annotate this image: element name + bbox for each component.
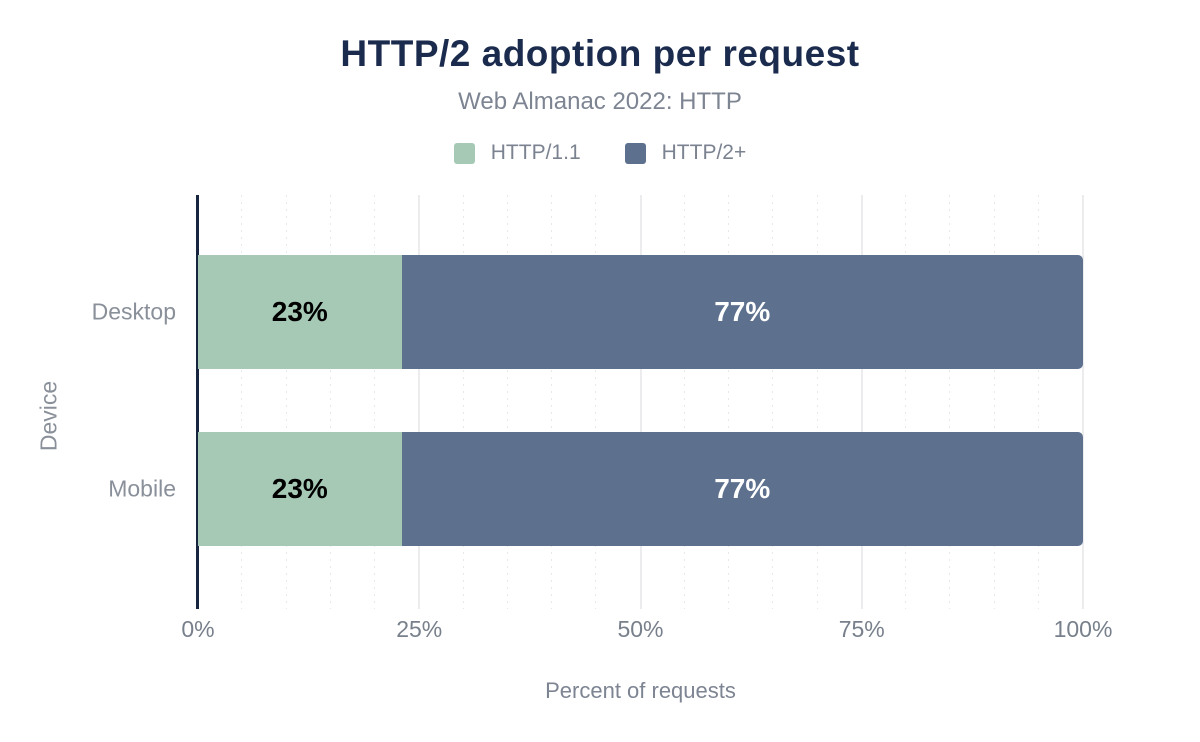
gridline-40 [551, 195, 552, 609]
value-label-mobile-http-1-1: 23% [271, 473, 328, 504]
gridline-65 [772, 195, 774, 609]
gridline-30 [462, 195, 464, 609]
gridline-80 [905, 195, 906, 609]
bar-segment-desktop-http-2[interactable]: 77% [401, 255, 1083, 369]
bar-segment-mobile-http-1-1[interactable]: 23% [198, 432, 402, 546]
chart-subtitle: Web Almanac 2022: HTTP [458, 88, 742, 115]
gridline-35 [506, 195, 508, 609]
gridline-45 [595, 195, 597, 609]
y-axis-title: Device [35, 380, 62, 452]
gridline-95 [1037, 195, 1039, 609]
gridline-20 [374, 195, 375, 609]
legend-swatch-http-2 [624, 142, 646, 164]
gridline-25 [418, 195, 421, 609]
gridline-100 [1082, 195, 1084, 609]
x-tick-label-100: 100% [1053, 616, 1113, 642]
gridline-10 [285, 195, 287, 609]
bar-segment-desktop-http-1-1[interactable]: 23% [198, 255, 402, 369]
x-tick-label-25: 25% [396, 616, 443, 642]
legend-item-http-2: HTTP/2+ [624, 141, 747, 165]
gridline-70 [816, 195, 818, 609]
chart-title: HTTP/2 adoption per request [340, 33, 860, 74]
gridline-50 [639, 195, 642, 609]
value-label-desktop-http-1-1: 23% [271, 296, 328, 327]
gridline-85 [949, 195, 951, 609]
gridline-75 [860, 195, 863, 609]
x-tick-label-0: 0% [181, 616, 215, 642]
value-label-mobile-http-2: 77% [714, 473, 771, 504]
legend-swatch-http-1-1 [453, 142, 475, 164]
y-axis-line [196, 195, 199, 609]
legend-item-http-1-1: HTTP/1.1 [453, 141, 581, 165]
bar-segment-mobile-http-2[interactable]: 77% [401, 432, 1083, 546]
x-tick-label-50: 50% [617, 616, 664, 642]
x-tick-label-75: 75% [838, 616, 885, 642]
bar-row-desktop: 23% 77% [198, 255, 1083, 369]
legend: HTTP/1.1 HTTP/2+ [0, 141, 1200, 165]
plot-area: 23% 77% 23% 77% [196, 195, 1084, 609]
category-label-mobile: Mobile [108, 475, 176, 502]
bar-row-mobile: 23% 77% [198, 432, 1083, 546]
category-label-desktop: Desktop [91, 298, 176, 325]
gridline-55 [683, 195, 685, 609]
gridline-90 [993, 195, 995, 609]
legend-label-http-2: HTTP/2+ [661, 141, 747, 164]
gridline-15 [329, 195, 331, 609]
value-label-desktop-http-2: 77% [714, 296, 771, 327]
x-axis-title: Percent of requests [545, 678, 736, 703]
gridline-60 [728, 195, 729, 609]
gridline-5 [241, 195, 243, 609]
legend-label-http-1-1: HTTP/1.1 [490, 141, 581, 164]
